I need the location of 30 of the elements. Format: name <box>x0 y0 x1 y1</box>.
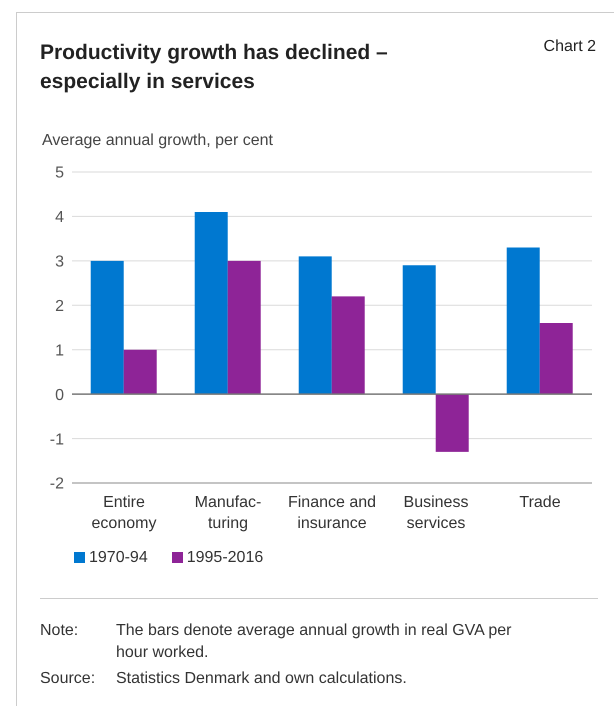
y-tick-label: -1 <box>50 431 64 448</box>
bar <box>506 248 540 394</box>
bar <box>90 260 124 394</box>
bar <box>402 265 436 394</box>
x-tick-label: Business services <box>404 494 468 532</box>
text: Note: The bars denote average annual growth in real GVA per hour worked. <box>40 622 512 661</box>
bar <box>298 256 332 394</box>
y-tick-label: 1 <box>55 342 64 360</box>
caption: Chart 2 <box>544 38 596 56</box>
y-tick-label: 0 <box>55 386 64 404</box>
y-tick-label: 5 <box>55 164 64 182</box>
y-tick-label: 4 <box>55 209 64 226</box>
y-tick-label: 3 <box>55 254 64 271</box>
y-tick-label: 2 <box>55 298 64 315</box>
y-axis-title: Average annual growth, per cent <box>42 132 273 150</box>
x-tick-label: Manufac-turing <box>194 494 262 532</box>
bar <box>436 394 469 452</box>
y-tick-label: -2 <box>50 476 64 493</box>
chart-title: Productivity growth has declined – especially in services <box>40 40 389 95</box>
legend-label: 1970-94 <box>89 549 148 566</box>
bar <box>332 296 365 394</box>
bar <box>540 323 573 394</box>
text: Source: Statistics Denmark and own calculations. <box>40 670 407 687</box>
bar <box>194 212 228 394</box>
x-tick-label: Trade <box>519 494 561 511</box>
x-tick-label: Entire economy <box>92 494 156 532</box>
x-tick-label: Finance and insurance <box>288 494 376 532</box>
bar <box>228 260 261 394</box>
legend-label: 1995-2016 <box>186 549 264 566</box>
bar <box>124 350 157 394</box>
